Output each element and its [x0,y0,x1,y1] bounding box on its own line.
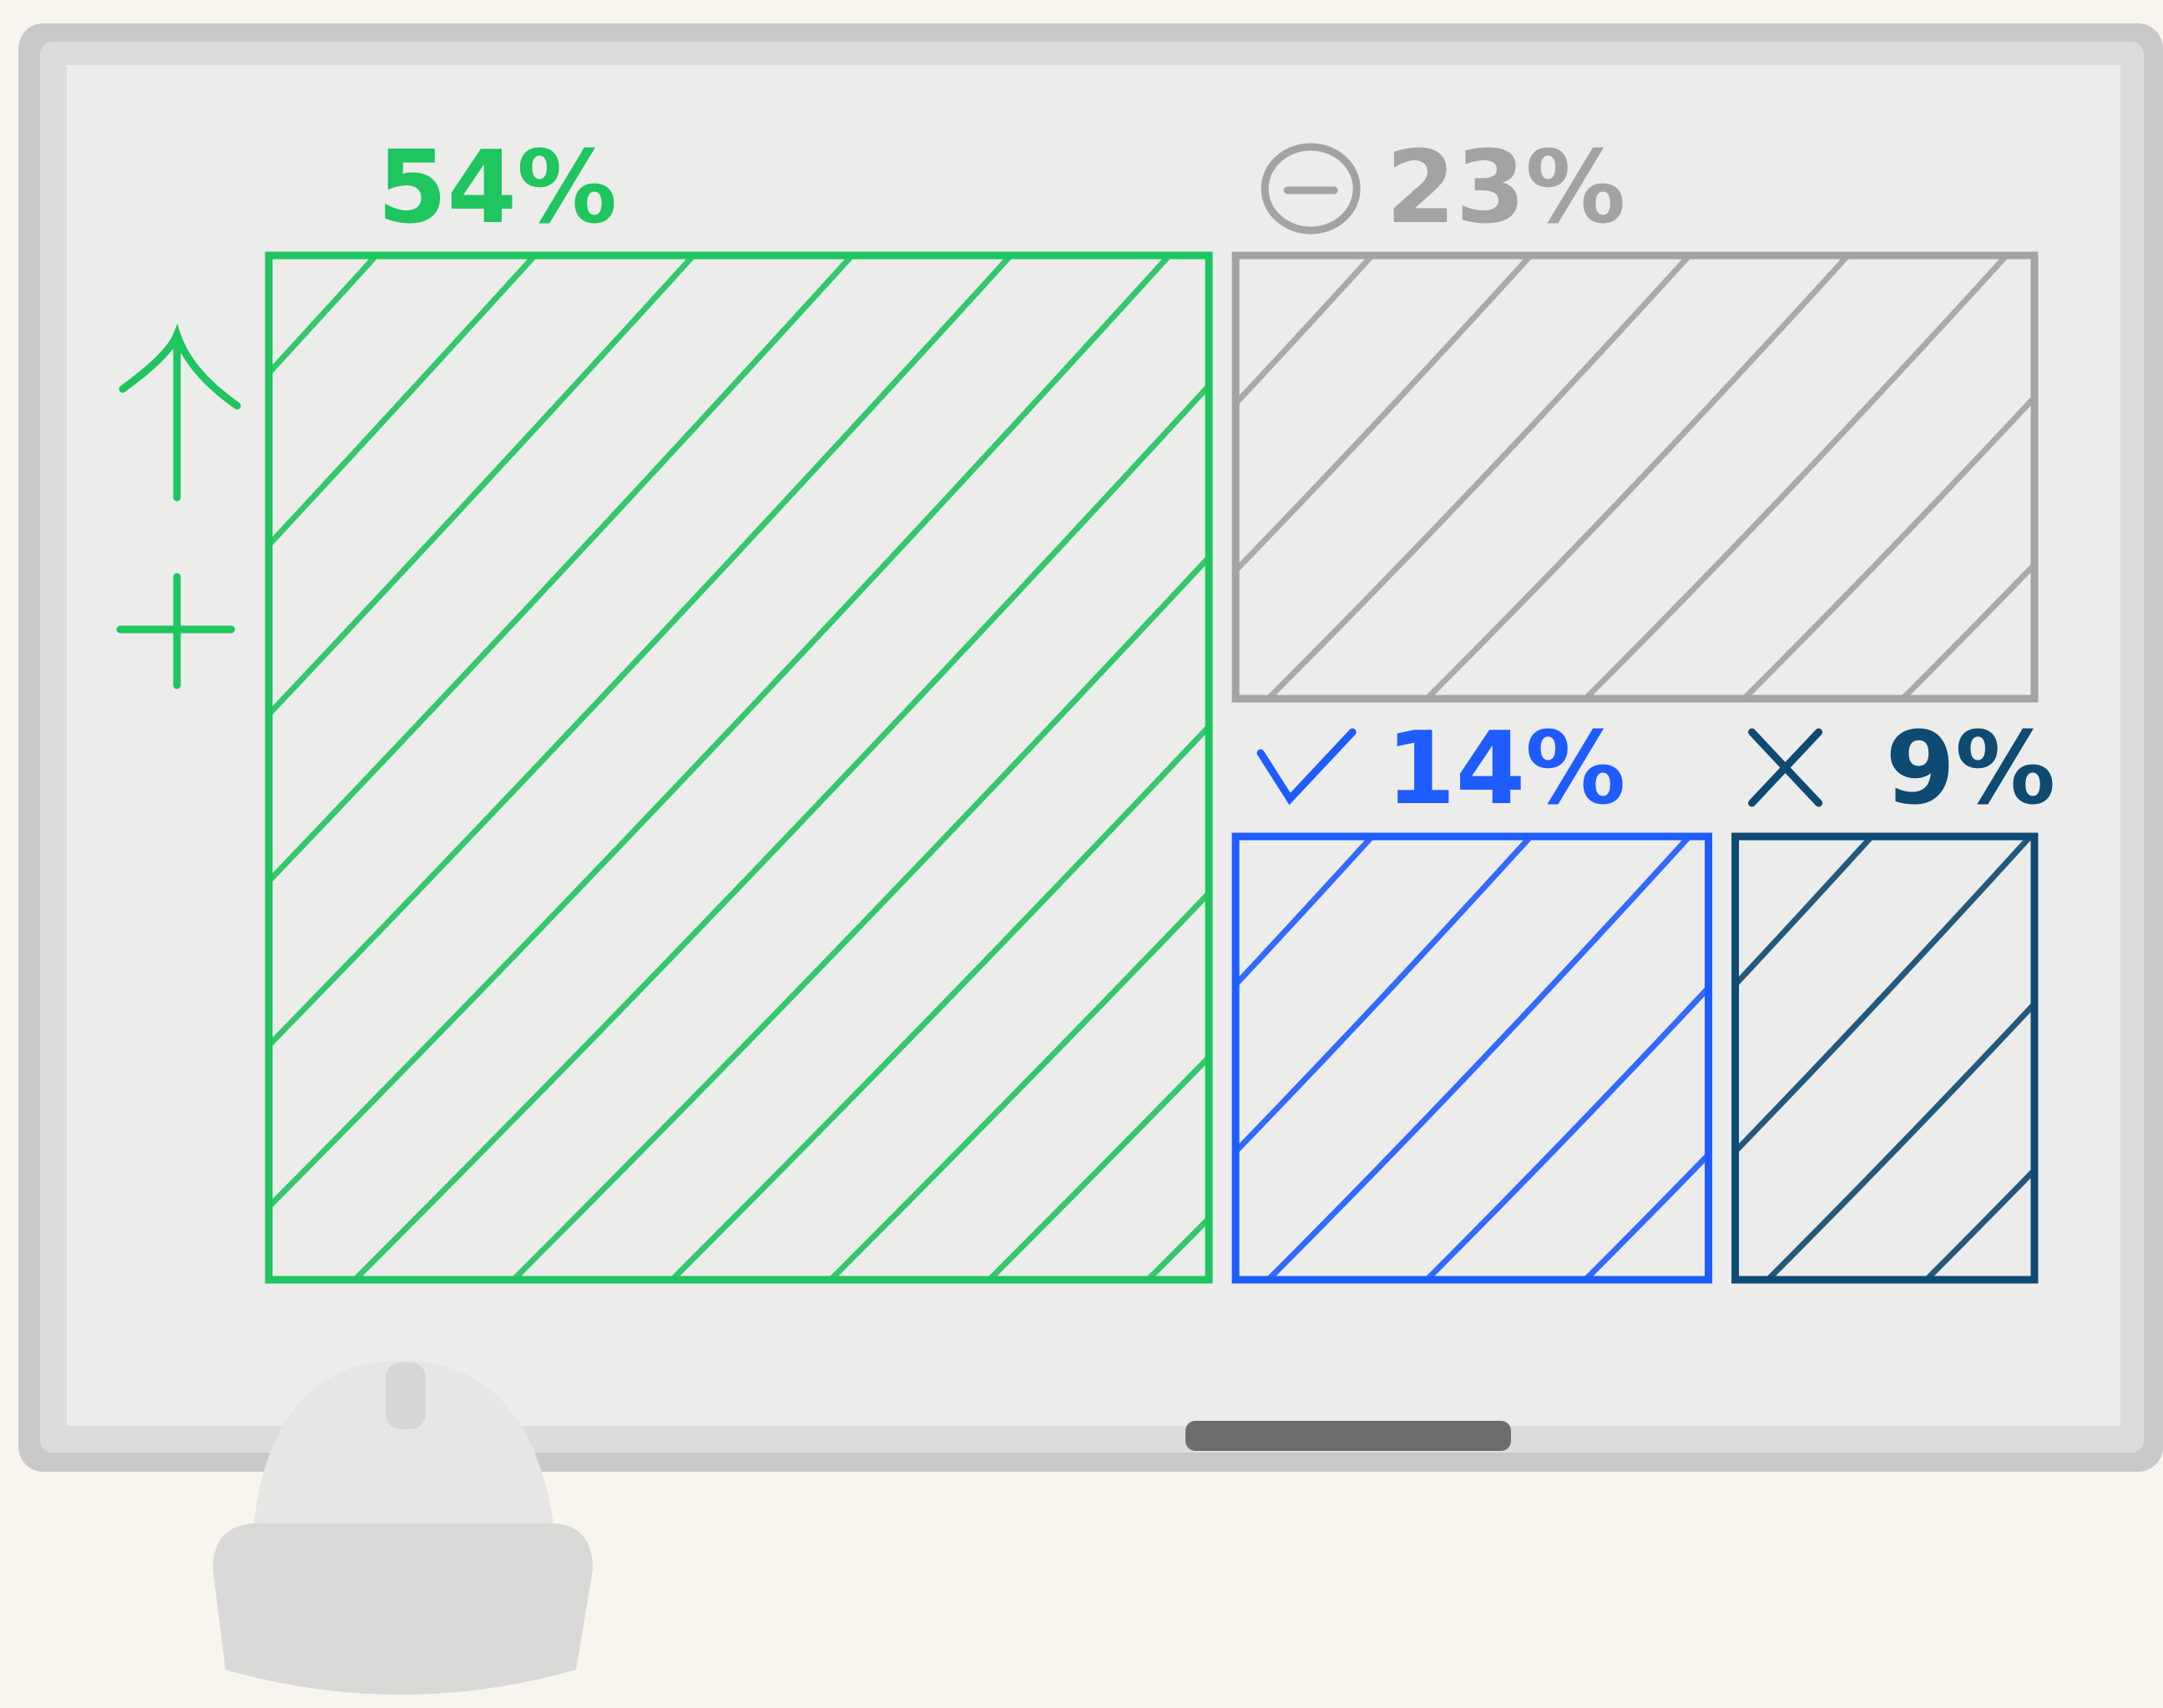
hatch-stroke [352,381,1210,1280]
tile [1231,251,2039,703]
hatch-stroke [1424,255,1851,699]
neutral-icon [1261,143,1361,235]
cross-icon [1748,728,1823,807]
hatch-stroke [269,255,855,886]
hatch-stroke [828,888,1210,1280]
value-label: 14% [1386,711,1625,827]
hatch-stroke [269,255,696,719]
hatch-stroke [1900,560,2034,699]
hatch-stroke [269,255,1013,1050]
hatch-stroke [1424,983,1709,1280]
hatch-stroke [269,255,1172,1211]
tile [265,251,1213,1284]
hatch-stroke [1735,836,2033,1156]
tile [1231,832,1713,1284]
hatch-stroke [1766,999,2034,1280]
arrow-up-icon [119,323,241,502]
hatch-stroke [670,722,1210,1280]
icon [1256,728,1357,806]
hatch-stroke [1236,255,1534,575]
board-surface [67,65,2120,1426]
hatch-stroke [1583,255,2009,699]
value-label: 9% [1886,711,2056,827]
helmet-ridge [386,1362,426,1429]
hatch-stroke [1236,836,1375,989]
helmet [213,1361,593,1695]
hatching [1236,836,1709,1280]
hatch-stroke [1924,1165,2034,1280]
hatch-stroke [1266,255,1692,699]
hatch-stroke [511,553,1210,1280]
marker [1185,1421,1511,1451]
hatch-stroke [987,1053,1210,1280]
treemap: 54% 23% 14% 9% [116,130,2056,1284]
tile [1731,832,2039,1284]
hatch-stroke [269,255,538,549]
hatching [1236,255,2034,699]
hatch-stroke [1735,836,1874,989]
helmet-brim [213,1523,593,1695]
plus-icon [116,573,235,690]
icon [1748,728,1823,807]
icon [1261,143,1361,235]
hatch-stroke [1266,836,1692,1280]
hatching [1735,836,2034,1280]
hatch-stroke [1583,1150,1709,1280]
value-label: 23% [1386,130,1625,246]
hatch-stroke [1741,392,2034,699]
icon [116,323,241,690]
hatching [269,255,1210,1280]
hatch-stroke [1236,255,1375,408]
hatch-stroke [1236,836,1534,1156]
value-label: 54% [377,130,617,246]
check-icon [1256,728,1357,806]
